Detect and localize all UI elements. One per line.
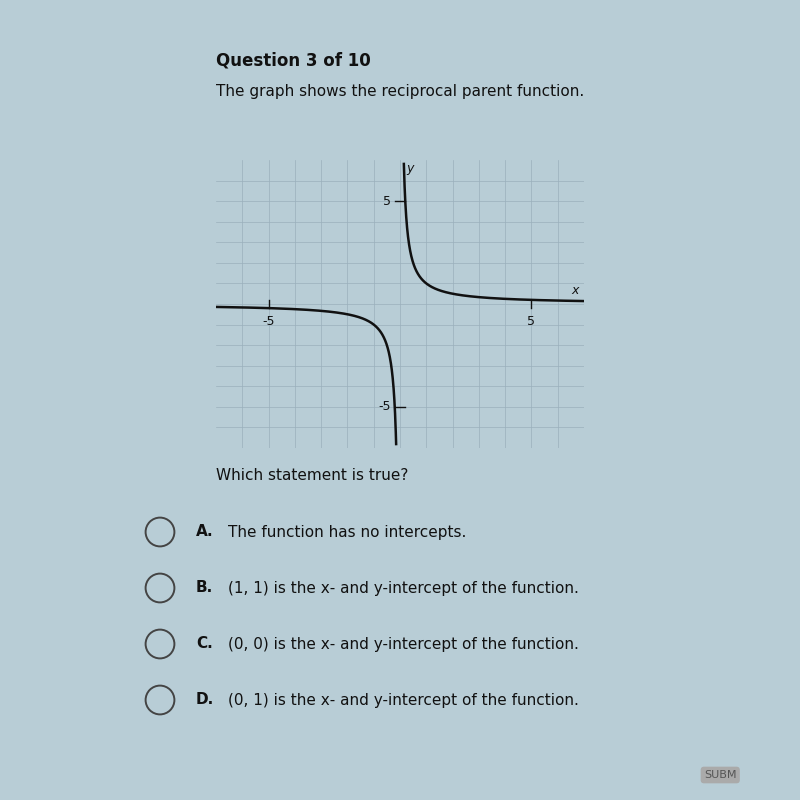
Text: Question 3 of 10: Question 3 of 10 — [216, 52, 370, 70]
Text: The function has no intercepts.: The function has no intercepts. — [228, 525, 466, 539]
Text: y: y — [406, 162, 414, 175]
Text: -5: -5 — [378, 400, 391, 414]
Text: x: x — [571, 284, 578, 297]
Text: C.: C. — [196, 637, 213, 651]
Text: (0, 1) is the x- and y-intercept of the function.: (0, 1) is the x- and y-intercept of the … — [228, 693, 579, 707]
Text: Which statement is true?: Which statement is true? — [216, 468, 408, 483]
Text: (1, 1) is the x- and y-intercept of the function.: (1, 1) is the x- and y-intercept of the … — [228, 581, 579, 595]
Text: SUBM: SUBM — [704, 770, 737, 780]
Text: 5: 5 — [383, 194, 391, 208]
Text: -5: -5 — [262, 315, 275, 328]
Text: B.: B. — [196, 581, 214, 595]
Text: (0, 0) is the x- and y-intercept of the function.: (0, 0) is the x- and y-intercept of the … — [228, 637, 579, 651]
Text: 5: 5 — [527, 315, 535, 328]
Text: A.: A. — [196, 525, 214, 539]
Text: The graph shows the reciprocal parent function.: The graph shows the reciprocal parent fu… — [216, 84, 584, 99]
Text: D.: D. — [196, 693, 214, 707]
